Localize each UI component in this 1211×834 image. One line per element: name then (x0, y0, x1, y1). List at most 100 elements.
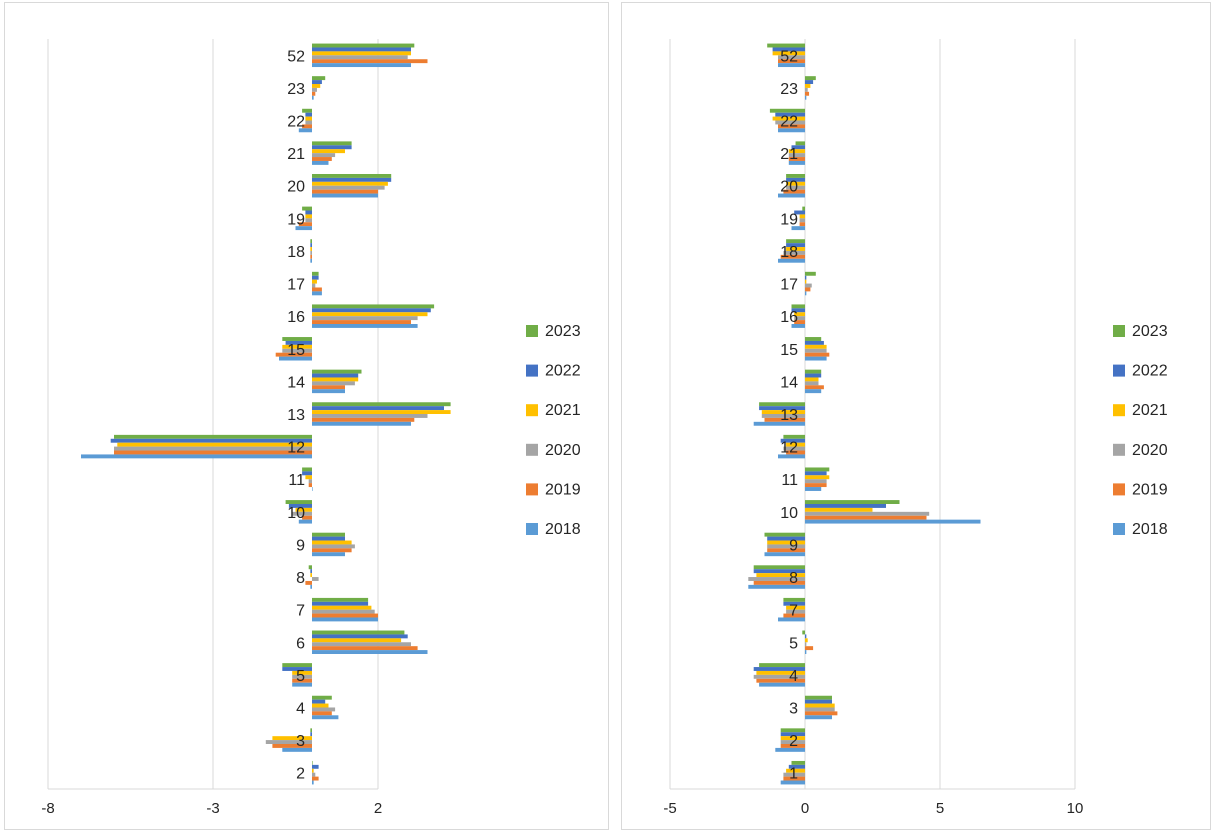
bar-2019-cat-14 (805, 385, 824, 390)
bar-2021-cat-1 (786, 768, 805, 773)
bar-2021-cat-10 (295, 507, 312, 512)
category-label: 5 (789, 635, 798, 652)
category-label: 52 (287, 48, 305, 65)
x-tick-label: -3 (206, 800, 219, 817)
bar-2019-cat-17 (805, 287, 811, 292)
category-label: 2 (789, 733, 798, 750)
bar-2022-cat-2 (780, 732, 805, 737)
bar-2023-cat-18 (786, 239, 805, 244)
bar-2022-cat-2 (312, 764, 319, 769)
bar-2022-cat-16 (791, 308, 805, 313)
bar-2023-cat-18 (310, 239, 312, 244)
bar-2023-cat-7 (783, 597, 805, 602)
bar-2018-cat-52 (312, 63, 411, 68)
bar-2021-cat-22 (305, 116, 312, 121)
bar-2020-cat-7 (786, 609, 805, 614)
bar-2020-cat-2 (312, 772, 316, 777)
category-label: 17 (780, 277, 798, 294)
bar-2018-cat-18 (778, 258, 805, 263)
bar-2021-cat-8 (756, 573, 805, 578)
bar-2019-cat-7 (312, 613, 378, 618)
bar-2021-cat-2 (312, 768, 314, 773)
bar-2018-cat-22 (778, 128, 805, 133)
bar-2021-cat-20 (312, 181, 388, 186)
category-label: 21 (287, 146, 305, 163)
bar-2021-cat-13 (312, 410, 451, 414)
bar-2019-cat-10 (805, 515, 927, 520)
category-label: 16 (780, 309, 798, 326)
x-tick-label: 0 (801, 800, 809, 817)
bar-2023-cat-23 (805, 76, 816, 81)
legend-label-2023: 2023 (1132, 323, 1168, 340)
bar-2023-cat-14 (312, 369, 362, 374)
bar-2019-cat-19 (298, 222, 312, 227)
bar-2019-cat-19 (799, 222, 805, 227)
bar-2019-cat-3 (805, 711, 838, 716)
bar-2021-cat-10 (805, 507, 873, 512)
bar-2022-cat-23 (312, 80, 322, 84)
bar-2023-cat-52 (767, 43, 805, 48)
bar-2023-cat-12 (783, 434, 805, 439)
category-label: 22 (780, 114, 798, 131)
bar-2019-cat-15 (805, 352, 830, 357)
bar-2018-cat-2 (312, 780, 314, 785)
legend-swatch-2023 (1113, 325, 1125, 337)
bar-2021-cat-52 (312, 51, 411, 56)
bar-2018-cat-21 (312, 160, 329, 165)
bar-2023-cat-10 (805, 500, 900, 504)
bar-2019-cat-10 (302, 515, 312, 520)
bar-2022-cat-18 (310, 243, 312, 248)
bar-2021-cat-19 (799, 214, 805, 219)
bar-2023-cat-3 (310, 728, 312, 733)
bar-2022-cat-20 (312, 177, 392, 182)
bar-2018-cat-12 (81, 454, 312, 459)
bar-2023-cat-9 (312, 532, 345, 537)
bar-2023-cat-11 (805, 467, 830, 472)
bar-2020-cat-7 (312, 609, 375, 614)
bar-chart-right: 12345789101112131415161718192021222352-5… (663, 39, 1168, 817)
bar-2022-cat-9 (767, 536, 805, 541)
bar-2020-cat-20 (786, 185, 805, 190)
category-label: 15 (780, 342, 798, 359)
bar-2020-cat-8 (312, 577, 319, 581)
bar-2021-cat-8 (310, 573, 312, 578)
bar-2023-cat-4 (312, 695, 332, 700)
legend-swatch-2023 (526, 325, 538, 337)
bar-2018-cat-23 (312, 95, 314, 100)
bar-2018-cat-5 (805, 650, 807, 654)
bar-2022-cat-13 (312, 406, 444, 411)
bar-2021-cat-18 (310, 247, 312, 251)
bar-2023-cat-2 (312, 760, 313, 765)
bar-2018-cat-3 (805, 715, 832, 720)
bar-2020-cat-21 (312, 153, 336, 158)
legend-label-2020: 2020 (545, 442, 581, 459)
bar-2023-cat-7 (312, 597, 369, 602)
chart-panel-left: 2 3 4 5 6 7 8 9 10 11 12 13 14 15 16 17 18 19 20 21 22 23 52 -8… (4, 2, 609, 830)
bar-2020-cat-18 (783, 250, 805, 255)
bar-2020-cat-22 (775, 120, 805, 125)
bar-2020-cat-23 (312, 87, 317, 92)
bar-2021-cat-7 (312, 605, 372, 610)
bar-2023-cat-14 (805, 369, 822, 374)
bar-2022-cat-14 (805, 373, 822, 378)
bar-2020-cat-3 (265, 740, 312, 744)
bar-2020-cat-10 (292, 511, 312, 516)
bar-2021-cat-11 (305, 475, 312, 480)
bar-2018-cat-4 (759, 682, 805, 687)
legend-label-2019: 2019 (1132, 481, 1168, 498)
bar-2020-cat-4 (753, 674, 805, 679)
bar-2019-cat-22 (302, 124, 312, 129)
legend-label-2020: 2020 (1132, 442, 1168, 459)
category-label: 12 (780, 440, 798, 457)
bar-2023-cat-16 (312, 304, 435, 309)
bar-2022-cat-14 (312, 373, 359, 378)
bar-2023-cat-52 (312, 43, 415, 48)
category-label: 3 (789, 700, 798, 717)
bar-2023-cat-13 (312, 402, 451, 407)
bar-2021-cat-3 (272, 736, 312, 741)
bar-2018-cat-17 (805, 291, 807, 296)
bar-2021-cat-12 (117, 442, 312, 447)
legend-swatch-2021 (1113, 404, 1125, 417)
bar-2021-cat-21 (788, 149, 805, 154)
legend-swatch-2021 (526, 404, 538, 417)
